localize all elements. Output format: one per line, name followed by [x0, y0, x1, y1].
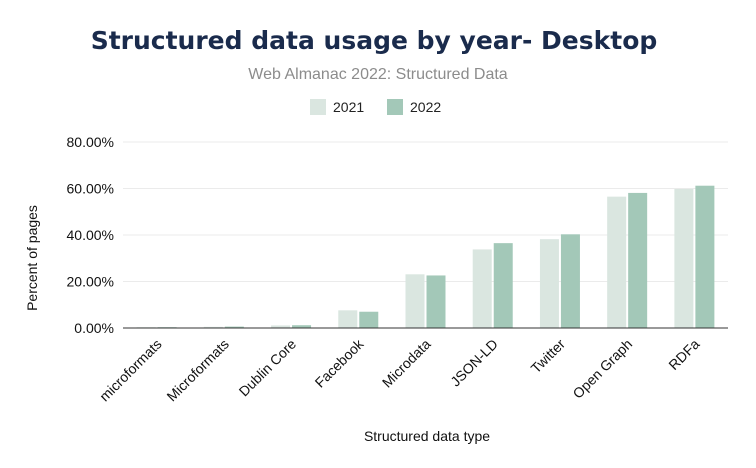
x-tick-label: microformats	[96, 336, 165, 405]
gridlines	[123, 141, 728, 282]
legend-label: 2021	[333, 99, 364, 115]
bar-2021-1	[203, 326, 223, 328]
bar-2022-7	[628, 192, 648, 328]
bar-2021-8	[674, 188, 694, 328]
y-tick-label: 20.00%	[67, 274, 114, 290]
bar-2022-1	[224, 326, 244, 328]
x-tick-label: Twitter	[528, 336, 569, 377]
legend-label: 2022	[410, 99, 441, 115]
legend: 2021 2022	[310, 99, 441, 115]
bars	[136, 185, 715, 328]
y-tick-label: 0.00%	[74, 320, 114, 336]
bar-2022-3	[359, 311, 379, 328]
x-tick-label: Microformats	[163, 336, 232, 405]
chart-subtitle: Web Almanac 2022: Structured Data	[248, 66, 508, 83]
bar-2022-6	[560, 234, 580, 328]
bar-2022-8	[695, 185, 715, 328]
y-axis-ticks: 0.00% 20.00% 40.00% 60.00% 80.00%	[67, 134, 114, 336]
y-tick-label: 60.00%	[67, 181, 114, 197]
bar-2021-6	[539, 239, 559, 328]
bar-2021-2	[271, 325, 291, 328]
chart-title: Structured data usage by year- Desktop	[91, 26, 658, 55]
bar-2021-7	[607, 196, 627, 328]
x-tick-label: Microdata	[379, 336, 434, 391]
bar-2022-2	[292, 325, 312, 328]
x-tick-label: JSON-LD	[447, 336, 501, 390]
x-tick-label: Dublin Core	[236, 336, 300, 400]
legend-swatch-2021	[310, 99, 326, 115]
legend-swatch-2022	[387, 99, 403, 115]
bar-2022-5	[493, 243, 513, 328]
bar-2022-4	[426, 275, 446, 328]
y-tick-label: 40.00%	[67, 227, 114, 243]
bar-2021-5	[472, 249, 492, 328]
bar-2021-3	[338, 310, 358, 328]
x-axis-label: Structured data type	[364, 428, 490, 444]
x-tick-label: Open Graph	[569, 336, 635, 402]
y-tick-label: 80.00%	[67, 134, 114, 150]
x-tick-label: RDFa	[665, 336, 702, 373]
x-tick-label: Facebook	[312, 335, 367, 390]
bar-2021-4	[405, 274, 425, 328]
y-axis-label: Percent of pages	[24, 205, 40, 311]
